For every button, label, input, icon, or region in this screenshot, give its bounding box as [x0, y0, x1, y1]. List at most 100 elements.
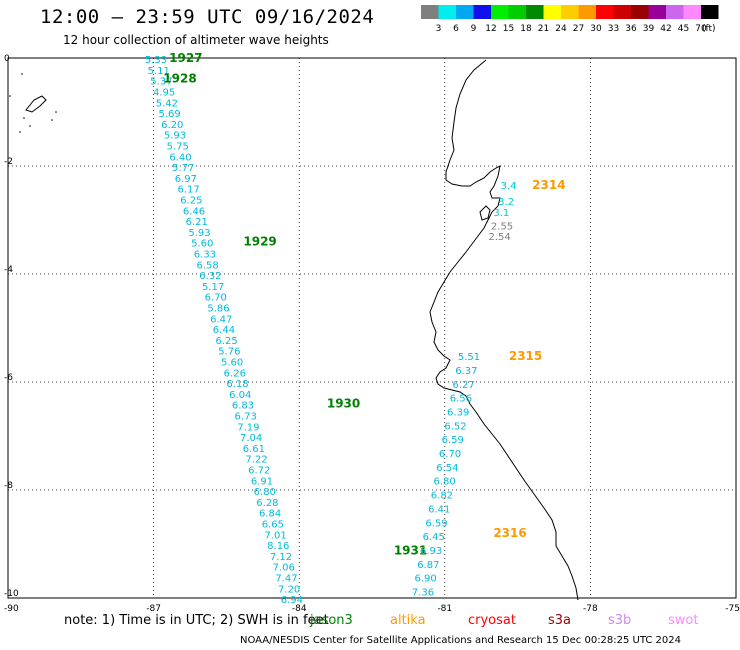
wave-height-value: 8.16: [267, 541, 289, 552]
legend-swatch: [683, 5, 701, 19]
wave-height-value: 6.04: [229, 390, 251, 401]
wave-height-value: 6.59: [425, 518, 447, 529]
wave-height-value: 7.36: [412, 588, 434, 599]
wave-height-value: 3.4: [501, 181, 517, 192]
legend-label: 33: [608, 24, 619, 34]
wave-height-value: 6.83: [232, 401, 254, 412]
legend-swatch: [561, 5, 579, 19]
legend-label: 27: [573, 24, 584, 34]
wave-height-value: 5.51: [458, 352, 480, 363]
wave-height-value: 5.42: [156, 98, 178, 109]
wave-height-value: 6.20: [161, 120, 183, 131]
wave-height-value: 7.04: [240, 433, 262, 444]
legend-swatch: [596, 5, 614, 19]
wave-height-value: 7.47: [275, 573, 297, 584]
wave-height-value: 6.28: [256, 498, 278, 509]
legend-label: 24: [555, 24, 567, 34]
legend-swatch: [438, 5, 456, 19]
galapagos-island: [25, 95, 47, 113]
wave-height-value: 6.91: [251, 476, 273, 487]
mission-s3b: s3b: [608, 613, 632, 628]
lon-tick-label: -81: [437, 604, 452, 614]
lat-tick-label: -2: [4, 157, 13, 167]
legend-label: 12: [485, 24, 496, 34]
island-dot: [29, 125, 31, 127]
wave-height-value: 6.37: [455, 366, 477, 377]
wave-height-value: 7.19: [237, 422, 259, 433]
wave-height-value: 6.39: [447, 407, 469, 418]
wave-height-value: 5.37: [150, 77, 172, 88]
pass-label: 1931: [394, 543, 427, 557]
wave-height-value: 5.76: [218, 347, 240, 358]
legend-label: 39: [643, 24, 655, 34]
footer-credit: NOAA/NESDIS Center for Satellite Applica…: [240, 635, 682, 646]
wave-height-value: 2.55: [491, 221, 513, 232]
wave-height-value: 6.80: [254, 487, 276, 498]
lat-tick-label: -4: [4, 265, 13, 275]
page-subtitle: 12 hour collection of altimeter wave hei…: [63, 33, 329, 47]
wave-height-value: 6.46: [183, 206, 205, 217]
wave-height-value: 2.54: [488, 232, 510, 243]
island-dot: [19, 131, 21, 133]
wave-height-value: 6.72: [248, 465, 270, 476]
legend-swatch: [473, 5, 491, 19]
island-dot: [21, 73, 23, 75]
wave-height-value: 6.21: [186, 217, 208, 228]
mainland-coastline: [429, 59, 579, 601]
galapagos-dots: [9, 73, 57, 133]
lon-tick-label: -75: [725, 604, 740, 614]
legend-swatch: [613, 5, 631, 19]
legend-swatch: [526, 5, 544, 19]
lat-tick-label: -10: [4, 589, 19, 599]
wave-height-value: 5.93: [188, 228, 210, 239]
mission-cryosat: cryosat: [468, 613, 516, 628]
wave-height-value: 6.47: [210, 314, 232, 325]
wave-height-value: 7.22: [245, 455, 267, 466]
island-dot: [55, 111, 57, 113]
lon-tick-label: -90: [4, 604, 19, 614]
legend-label: 36: [625, 24, 637, 34]
legend-unit: (ft): [702, 24, 716, 34]
wave-height-value: 5.86: [207, 303, 229, 314]
wave-height-value: 7.01: [264, 530, 286, 541]
legend-swatch: [491, 5, 509, 19]
legend-label: 6: [453, 24, 459, 34]
page-title: 12:00 — 23:59 UTC 09/16/2024: [40, 6, 375, 28]
legend-swatch: [508, 5, 526, 19]
wave-height-value: 6.80: [433, 477, 455, 488]
wave-height-value: 4.95: [153, 87, 175, 98]
island-dot: [51, 119, 53, 121]
color-scale-legend: 3 6 9 12 15 18 21 24 27 30 33 36 39 42 45 70(ft): [421, 5, 719, 34]
legend-label: 3: [436, 24, 442, 34]
wave-height-value: 6.93: [420, 546, 442, 557]
island-dot: [9, 95, 11, 97]
pass-label: 1928: [163, 72, 196, 86]
wave-height-value: 3.1: [493, 208, 509, 219]
wave-height-value: 3.2: [498, 197, 514, 208]
legend-label: 18: [520, 24, 532, 34]
legend-label: 15: [503, 24, 514, 34]
wave-height-value: 6.70: [439, 449, 461, 460]
wave-height-value: 7.06: [273, 563, 295, 574]
lat-tick-label: 0: [4, 54, 10, 64]
pass-label: 2315: [509, 349, 542, 363]
wave-height-value: 6.94: [281, 595, 303, 606]
legend-swatch: [666, 5, 684, 19]
footer-note: note: 1) Time is in UTC; 2) SWH is in fe…: [64, 613, 329, 628]
wave-height-value: 5.60: [221, 357, 243, 368]
pass-label: 1927: [169, 51, 202, 65]
wave-height-value: 5.33: [145, 55, 167, 66]
wave-height-value: 5.11: [148, 66, 170, 77]
wave-height-value: 6.52: [444, 421, 466, 432]
wave-height-value: 6.97: [175, 174, 197, 185]
pass-label: 2316: [493, 526, 526, 540]
wave-height-value: 5.93: [164, 131, 186, 142]
legend-label: 70: [695, 24, 707, 34]
legend-swatch: [421, 5, 439, 19]
lon-tick-label: -87: [146, 604, 161, 614]
wave-height-value: 5.69: [158, 109, 180, 120]
legend-label: 9: [471, 24, 477, 34]
wave-height-value: 6.44: [213, 325, 235, 336]
wave-height-value: 5.75: [167, 141, 189, 152]
